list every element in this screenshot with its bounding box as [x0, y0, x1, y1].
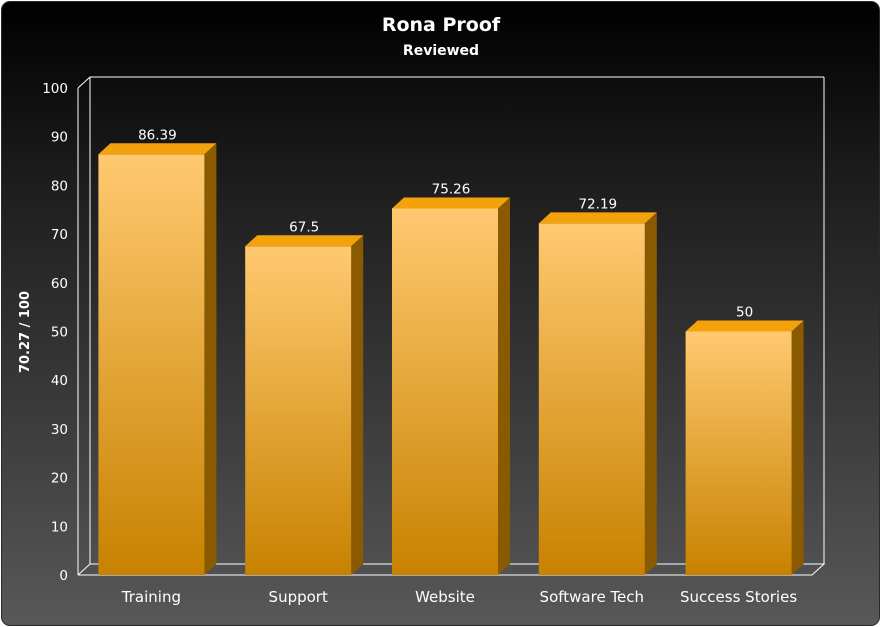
bar-side — [644, 212, 657, 575]
y-tick-label: 60 — [51, 276, 68, 292]
bar-top — [538, 212, 657, 224]
bar-top — [392, 197, 510, 209]
data-label: 75.26 — [432, 181, 471, 197]
chart-subtitle: Reviewed — [403, 43, 479, 59]
bar-side — [351, 235, 364, 575]
bars: 86.39 67.5 75.26 72.19 50 — [98, 127, 804, 575]
bar-success-stories: 50 — [685, 305, 804, 575]
bar-side — [791, 320, 804, 575]
bar-front — [98, 154, 205, 575]
x-tick-label: Training — [121, 588, 181, 606]
bar-side — [204, 143, 217, 575]
data-label: 72.19 — [578, 196, 617, 212]
bar-front — [245, 246, 352, 575]
y-tick-label: 90 — [51, 130, 68, 146]
data-label: 86.39 — [138, 127, 177, 143]
y-axis-title: 70.27 / 100 — [18, 291, 33, 373]
top-depth-edge — [77, 76, 91, 89]
y-tick-label: 20 — [51, 471, 68, 487]
bar-front — [538, 223, 645, 575]
bar-front — [392, 208, 498, 575]
y-tick-label: 10 — [51, 519, 68, 535]
x-tick-label: Success Stories — [680, 588, 797, 606]
y-tick-label: 30 — [51, 422, 68, 438]
y-tick-label: 70 — [51, 227, 68, 243]
y-tick-label: 40 — [51, 373, 68, 389]
y-axis-ticks: 0 10 20 30 40 50 60 70 80 90 100 — [42, 81, 68, 584]
bar-top — [685, 320, 804, 332]
bar-website: 75.26 — [392, 181, 510, 575]
bar-top — [245, 235, 364, 247]
x-tick-label: Website — [415, 588, 475, 606]
bar-top — [98, 143, 217, 155]
y-tick-label: 50 — [51, 325, 68, 341]
x-tick-label: Software Tech — [540, 588, 645, 606]
data-label: 67.5 — [289, 219, 319, 235]
data-label: 50 — [736, 305, 753, 321]
bar-support: 67.5 — [245, 219, 364, 575]
y-tick-label: 0 — [59, 568, 68, 584]
x-axis-labels: Training Support Website Software Tech Succe… — [121, 588, 798, 606]
bar-side — [498, 197, 510, 575]
bar-software-tech: 72.19 — [538, 196, 657, 575]
y-tick-label: 100 — [42, 81, 68, 97]
bar-front — [685, 331, 792, 575]
bar-training: 86.39 — [98, 127, 217, 575]
x-tick-label: Support — [269, 588, 328, 606]
y-tick-label: 80 — [51, 178, 68, 194]
chart-title: Rona Proof — [382, 14, 501, 36]
